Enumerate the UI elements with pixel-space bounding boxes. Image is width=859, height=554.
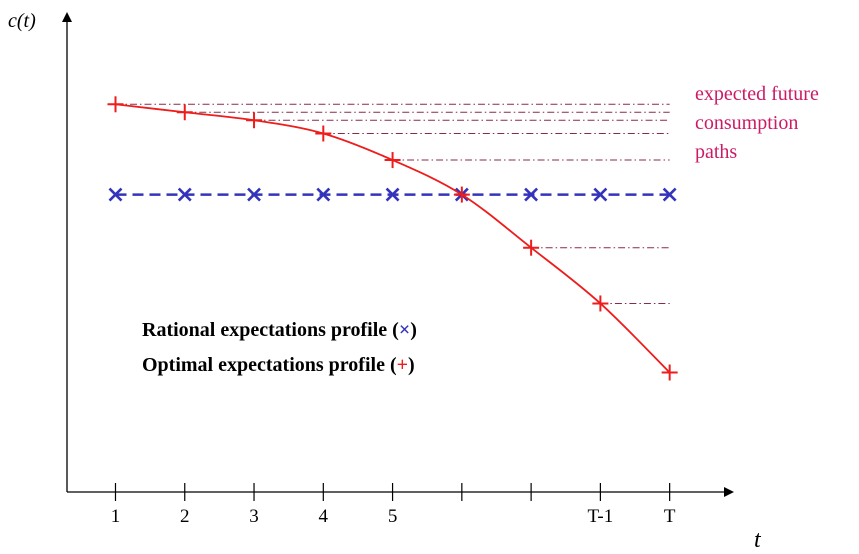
legend-optimal-close: ) [408, 354, 415, 376]
optimal-point-6 [453, 186, 470, 203]
optimal-point-9 [661, 364, 678, 381]
expected-future-paths [115, 103, 670, 304]
x-tick-label-1: 1 [111, 506, 121, 527]
rational-point-2 [177, 187, 192, 202]
legend-rational: Rational expectations profile (×) [142, 319, 417, 341]
x-tick-label-8: T-1 [588, 506, 614, 527]
optimal-point-4 [315, 125, 332, 142]
optimal-point-7 [523, 239, 540, 256]
annotation-line-3: paths [695, 141, 737, 163]
rational-point-3 [247, 187, 261, 202]
rational-point-7 [524, 187, 539, 202]
legend-rational-text: Rational expectations profile ( [142, 319, 399, 341]
optimal-point-5 [384, 152, 401, 169]
rational-point-8 [593, 187, 608, 202]
optimal-point-2 [176, 104, 193, 121]
y-axis-label-text: c(t) [8, 10, 36, 32]
x-axis-label: t [754, 527, 762, 553]
legend-optimal-text: Optimal expectations profile ( [142, 354, 397, 376]
x-tick-label-5: 5 [388, 506, 398, 527]
optimal-point-3 [246, 112, 263, 129]
optimal-curve [115, 103, 671, 374]
legend-rational-symbol: × [399, 319, 410, 341]
annotation-line-1: expected future [695, 83, 819, 105]
y-axis-label: c(t) [8, 10, 36, 32]
rational-point-4 [316, 187, 331, 202]
optimal-point-1 [107, 96, 124, 113]
x-tick-label-2: 2 [180, 506, 190, 527]
annotation-line-2: consumption [695, 112, 798, 134]
optimal-point-8 [592, 295, 609, 312]
x-tick-label-9: T [664, 506, 676, 527]
x-tick-label-4: 4 [319, 506, 329, 527]
rational-point-9 [662, 187, 677, 202]
x-ticks: 1 2 3 4 5 T-1 T [111, 483, 676, 527]
rational-point-1 [108, 187, 123, 202]
legend-optimal: Optimal expectations profile (+) [142, 354, 415, 376]
rational-point-5 [385, 187, 400, 202]
legend-optimal-symbol: + [397, 354, 408, 376]
legend-rational-close: ) [410, 319, 417, 341]
x-tick-label-3: 3 [249, 506, 259, 527]
optimal-series [107, 96, 678, 381]
rational-series [108, 187, 677, 202]
